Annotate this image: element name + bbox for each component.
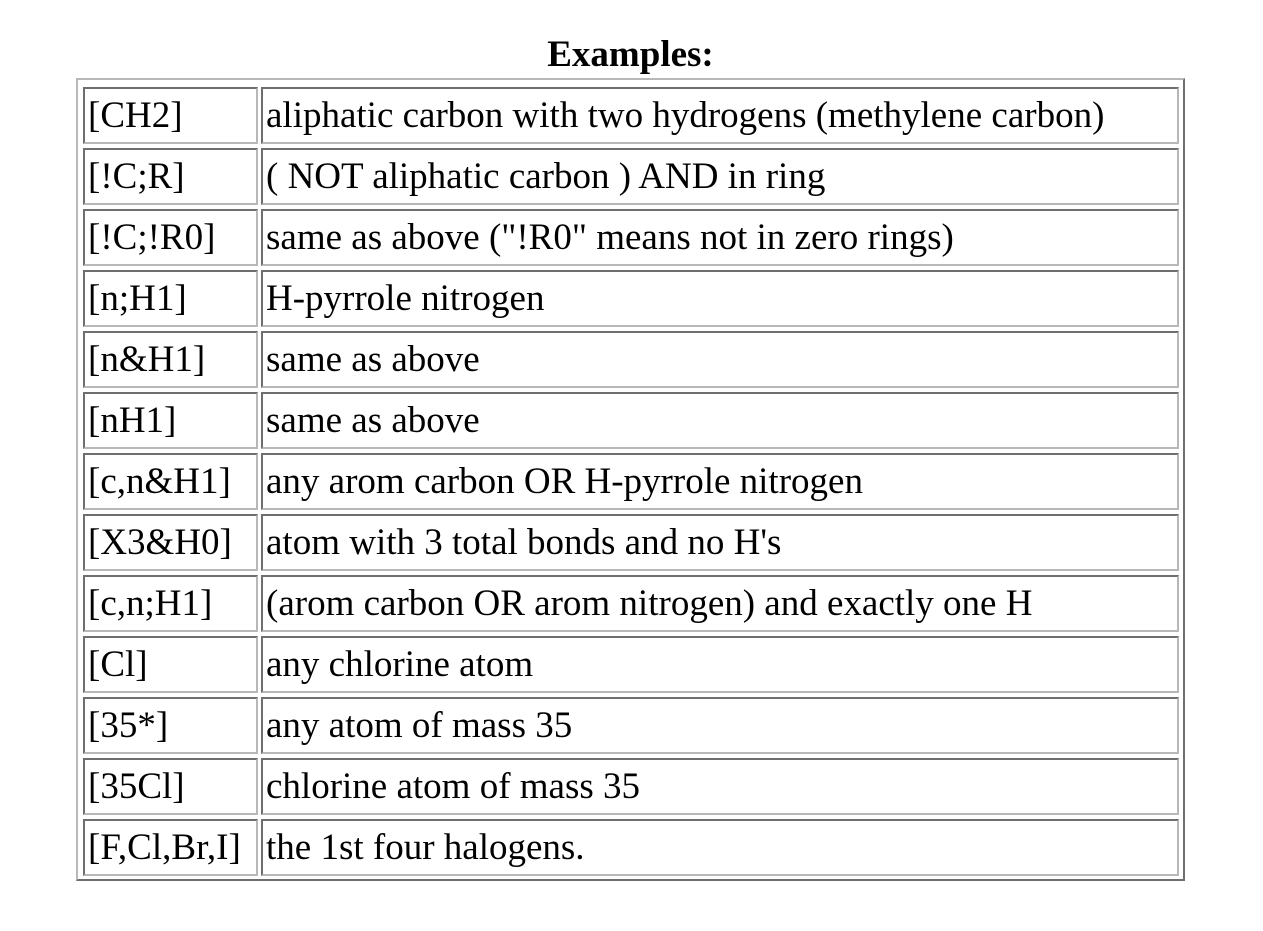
description-cell: H-pyrrole nitrogen <box>261 270 1179 327</box>
description-cell: same as above <box>261 331 1179 388</box>
description-cell: (arom carbon OR arom nitrogen) and exact… <box>261 575 1179 632</box>
pattern-cell: [n;H1] <box>83 270 258 327</box>
description-cell: same as above <box>261 392 1179 449</box>
description-cell: atom with 3 total bonds and no H's <box>261 514 1179 571</box>
pattern-cell: [nH1] <box>83 392 258 449</box>
examples-table <box>76 78 1185 881</box>
pattern-cell: [F,Cl,Br,I] <box>83 819 258 876</box>
pattern-cell: [35*] <box>83 697 258 754</box>
pattern-cell: [c,n&H1] <box>83 453 258 510</box>
pattern-cell: [!C;!R0] <box>83 209 258 266</box>
pattern-cell: [!C;R] <box>83 148 258 205</box>
table-caption: Examples: <box>547 34 714 75</box>
description-cell: same as above ("!R0" means not in zero r… <box>261 209 1179 266</box>
description-cell: any atom of mass 35 <box>261 697 1179 754</box>
pattern-cell: [CH2] <box>83 87 258 144</box>
pattern-cell: [c,n;H1] <box>83 575 258 632</box>
description-cell: aliphatic carbon with two hydrogens (met… <box>261 87 1179 144</box>
description-cell: ( NOT aliphatic carbon ) AND in ring <box>261 148 1179 205</box>
pattern-cell: [n&H1] <box>83 331 258 388</box>
pattern-cell: [Cl] <box>83 636 258 693</box>
description-cell: the 1st four halogens. <box>261 819 1179 876</box>
description-cell: any arom carbon OR H-pyrrole nitrogen <box>261 453 1179 510</box>
description-cell: any chlorine atom <box>261 636 1179 693</box>
pattern-cell: [X3&H0] <box>83 514 258 571</box>
description-cell: chlorine atom of mass 35 <box>261 758 1179 815</box>
pattern-cell: [35Cl] <box>83 758 258 815</box>
